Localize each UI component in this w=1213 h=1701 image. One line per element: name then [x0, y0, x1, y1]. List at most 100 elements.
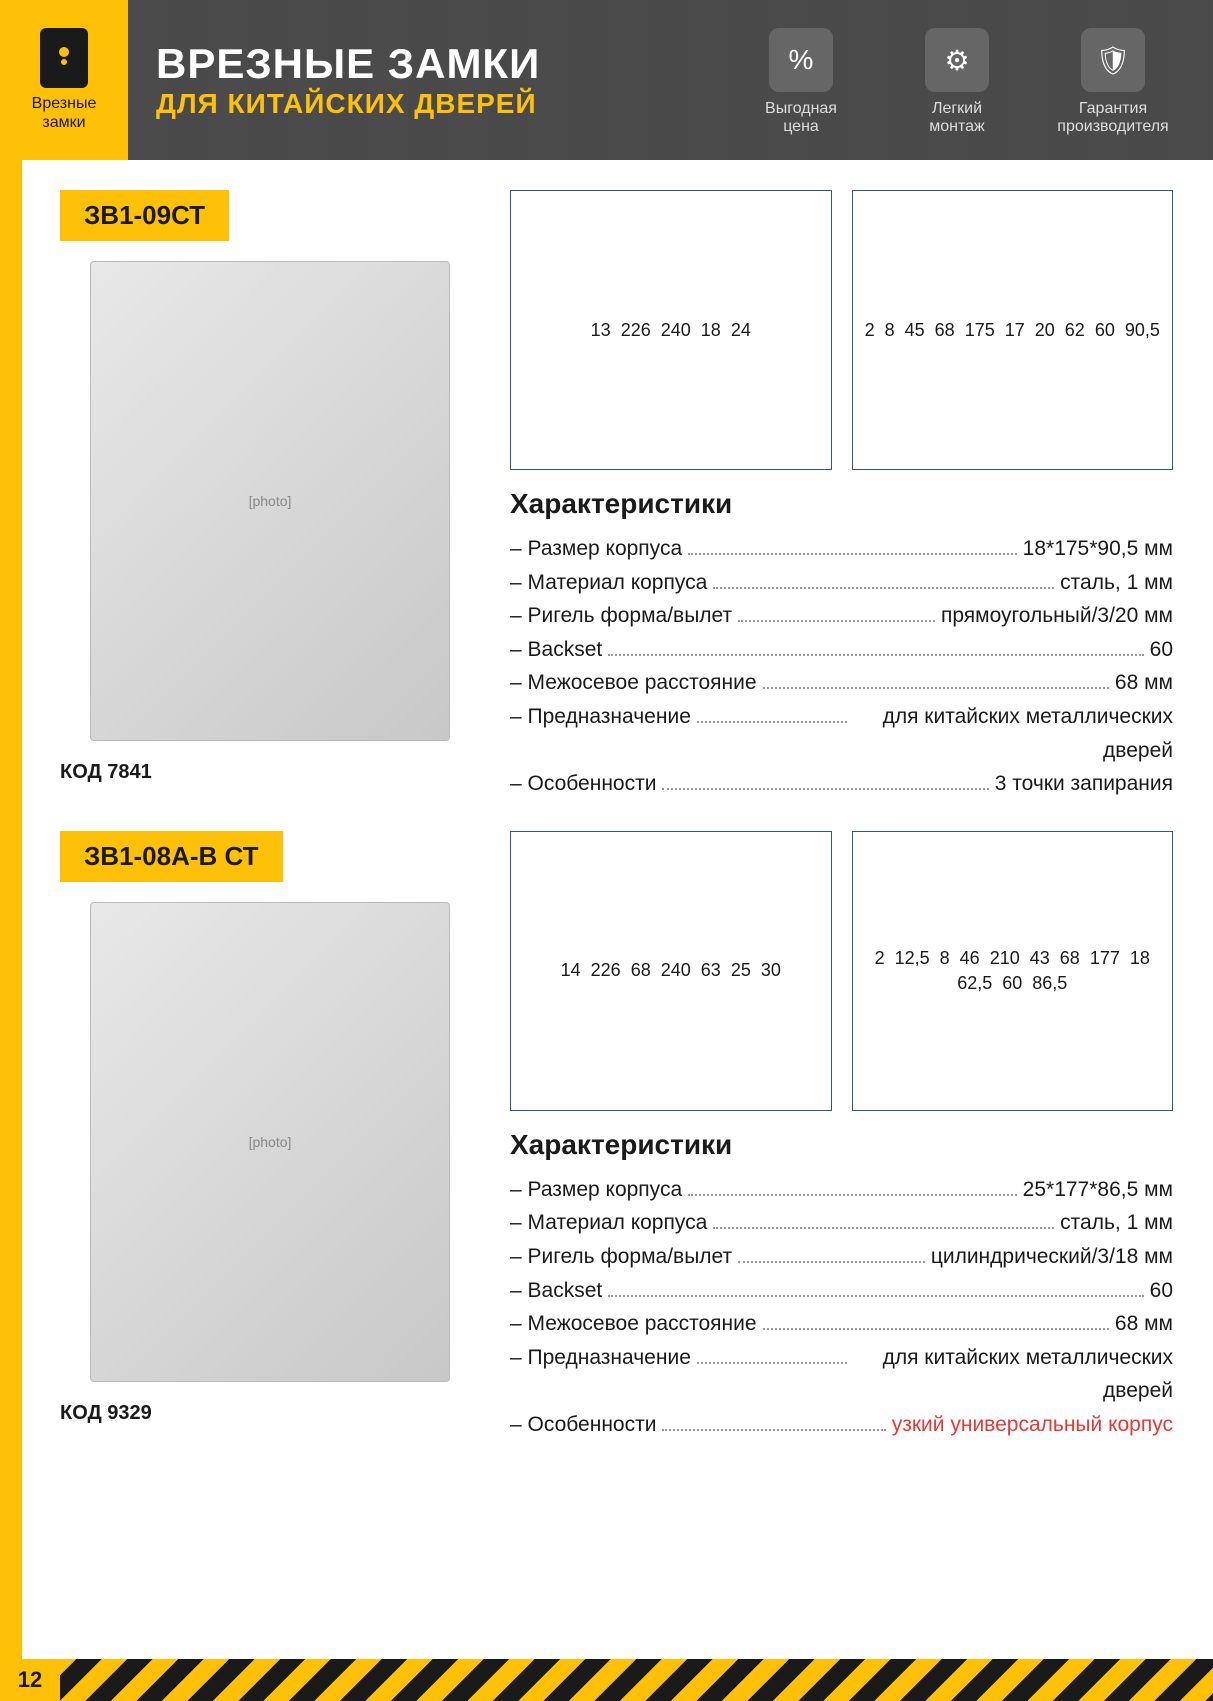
spec-row: Предназначениедля китайских металлически…: [510, 1341, 1173, 1408]
dimension-label: 17: [1005, 320, 1025, 341]
spec-label: Особенности: [510, 767, 656, 801]
product-photo: [photo]: [90, 261, 450, 741]
spec-value: 18*175*90,5 мм: [1023, 532, 1173, 566]
dimension-label: 62: [1065, 320, 1085, 341]
dimension-label: 68: [935, 320, 955, 341]
badge-label: Выгодная: [741, 100, 861, 118]
product-block: ЗВ1-08А-В СТ[photo]КОД 9329 14 226 68 240 63 2…: [60, 831, 1173, 1442]
spec-value: 60: [1150, 1274, 1173, 1308]
badge-warranty: 🛡 Гарантия производителя: [1053, 28, 1173, 136]
dimension-label: 177: [1090, 948, 1120, 969]
spec-label: Размер корпуса: [510, 1173, 682, 1207]
spec-leader-dots: [713, 1227, 1054, 1229]
badge-install: ⚙ Легкий монтаж: [897, 28, 1017, 136]
spec-label: Ригель форма/вылет: [510, 1240, 732, 1274]
spec-leader-dots: [713, 587, 1054, 589]
dimension-label: 68: [631, 960, 651, 981]
spec-value: для китайских металлических дверей: [853, 700, 1173, 767]
spec-leader-dots: [738, 1261, 925, 1263]
body-diagram: 212,584621043681771862,56086,5: [852, 831, 1174, 1111]
dimension-label: 30: [761, 960, 781, 981]
badge-price: % Выгодная цена: [741, 28, 861, 136]
spec-value: прямоугольный/3/20 мм: [941, 599, 1173, 633]
spec-label: Backset: [510, 1274, 602, 1308]
spec-row: Особенности узкий универсальный корпус: [510, 1408, 1173, 1442]
model-tag: ЗВ1-08А-В СТ: [60, 831, 283, 882]
dimension-label: 14: [561, 960, 581, 981]
dimension-label: 86,5: [1032, 973, 1067, 994]
dimension-label: 13: [591, 320, 611, 341]
dimension-label: 46: [960, 948, 980, 969]
product-right-col: 1422668240632530212,584621043681771862,5…: [510, 831, 1173, 1442]
dimension-label: 226: [621, 320, 651, 341]
spec-leader-dots: [763, 687, 1109, 689]
dimension-label: 2: [875, 948, 885, 969]
spec-row: Backset 60: [510, 633, 1173, 667]
dimension-label: 25: [731, 960, 751, 981]
product-code: КОД 9329: [60, 1402, 480, 1425]
footer-stripes: [0, 1659, 1213, 1701]
page-number: 12: [0, 1659, 60, 1701]
spec-leader-dots: [738, 620, 935, 622]
dimension-label: 8: [940, 948, 950, 969]
spec-label: Особенности: [510, 1408, 656, 1442]
product-left-col: ЗВ1-09СТ [photo] КОД 7841: [60, 190, 480, 801]
left-accent-bar: [0, 0, 22, 1660]
spec-row: Ригель форма/вылет цилиндрический/3/18 мм: [510, 1240, 1173, 1274]
faceplate-diagram: 14 226 68 240 63 25 30: [510, 831, 832, 1111]
model-tag: ЗВ1-09СТ: [60, 190, 229, 241]
spec-row: Ригель форма/вылет прямоугольный/3/20 мм: [510, 599, 1173, 633]
spec-row: Размер корпуса18*175*90,5 мм: [510, 532, 1173, 566]
spec-label: Backset: [510, 633, 602, 667]
spec-label: Межосевое расстояние: [510, 666, 757, 700]
dimension-label: 175: [965, 320, 995, 341]
spec-leader-dots: [608, 1295, 1143, 1297]
spec-value: цилиндрический/3/18 мм: [931, 1240, 1173, 1274]
spec-label: Предназначение: [510, 700, 691, 734]
spec-label: Материал корпуса: [510, 566, 707, 600]
dimension-label: 43: [1030, 948, 1050, 969]
spec-row: Межосевое расстояние68 мм: [510, 1307, 1173, 1341]
body-diagram: 2845681751720626090,5: [852, 190, 1174, 470]
spec-value: сталь, 1 мм: [1060, 1206, 1173, 1240]
badge-label: Легкий: [897, 100, 1017, 118]
product-block: ЗВ1-09СТ[photo]КОД 784113226240182428456…: [60, 190, 1173, 801]
spec-value: сталь, 1 мм: [1060, 566, 1173, 600]
content-area: ЗВ1-09СТ[photo]КОД 784113226240182428456…: [0, 160, 1213, 1442]
spec-label: Предназначение: [510, 1341, 691, 1375]
badge-label: производителя: [1053, 118, 1173, 136]
spec-leader-dots: [662, 788, 988, 790]
spec-leader-dots: [608, 654, 1143, 656]
product-code: КОД 7841: [60, 761, 480, 784]
dimension-label: 8: [885, 320, 895, 341]
category-label-2: замки: [0, 113, 128, 132]
spec-label: Материал корпуса: [510, 1206, 707, 1240]
dimension-label: 45: [905, 320, 925, 341]
faceplate-diagram: 132262401824: [510, 190, 832, 470]
dimension-label: 90,5: [1125, 320, 1160, 341]
specs-heading: Характеристики: [510, 1129, 1173, 1161]
badge-label: цена: [741, 118, 861, 136]
dimension-label: 62,5: [957, 973, 992, 994]
spec-label: Ригель форма/вылет: [510, 599, 732, 633]
spec-leader-dots: [763, 1328, 1109, 1330]
spec-value: 68 мм: [1115, 666, 1173, 700]
dimension-label: 226: [591, 960, 621, 981]
spec-row: Особенности3 точки запирания: [510, 767, 1173, 801]
header-badges: % Выгодная цена ⚙ Легкий монтаж 🛡 Гарант…: [741, 28, 1173, 136]
spec-leader-dots: [697, 721, 847, 723]
category-block: Врезные замки: [0, 28, 128, 132]
spec-row: Размер корпуса25*177*86,5 мм: [510, 1173, 1173, 1207]
dimension-label: 68: [1060, 948, 1080, 969]
dimension-label: 12,5: [895, 948, 930, 969]
product-right-col: 1322624018242845681751720626090,5Характе…: [510, 190, 1173, 801]
spec-value: 60: [1150, 633, 1173, 667]
spec-label: Межосевое расстояние: [510, 1307, 757, 1341]
spec-leader-dots: [662, 1429, 885, 1431]
dimension-label: 63: [701, 960, 721, 981]
dimension-label: 240: [661, 960, 691, 981]
product-left-col: ЗВ1-08А-В СТ[photo]КОД 9329: [60, 831, 480, 1442]
spec-value: узкий универсальный корпус: [892, 1408, 1173, 1442]
dimension-label: 18: [1130, 948, 1150, 969]
dimension-label: 18: [701, 320, 721, 341]
